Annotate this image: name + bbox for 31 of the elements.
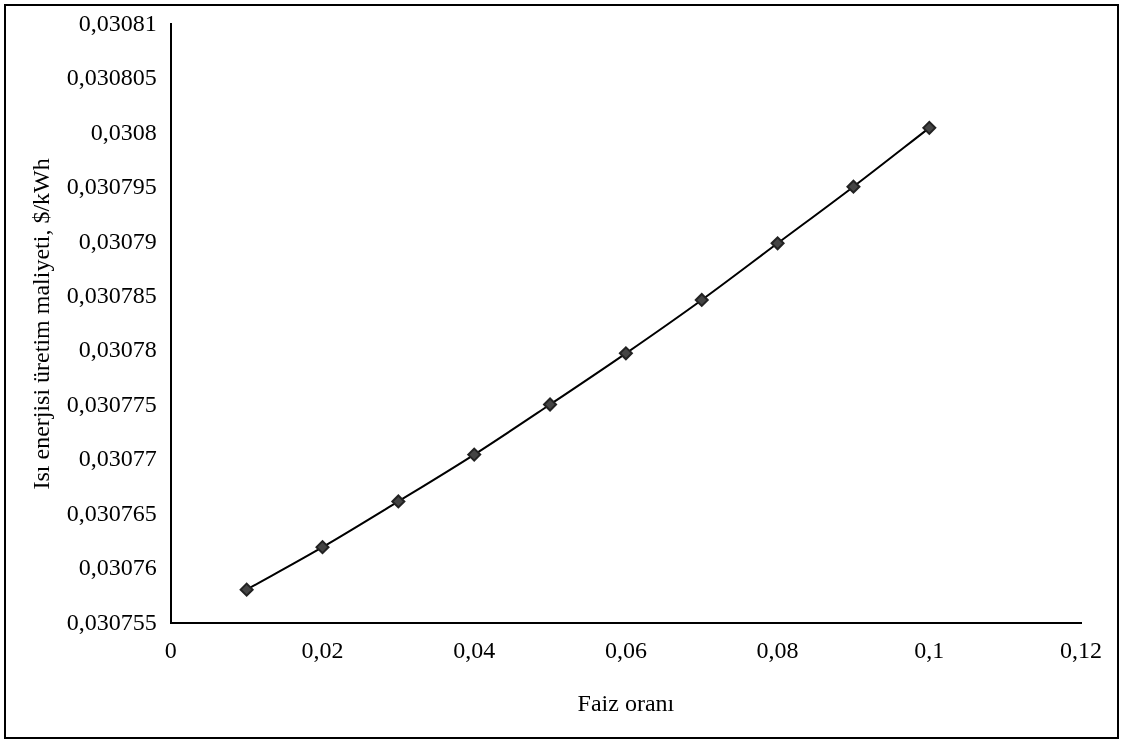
point	[618, 346, 633, 361]
point	[846, 179, 861, 194]
x-tick-label: 0,08	[756, 637, 799, 664]
point	[694, 292, 709, 307]
y-tick-label: 0,030785	[66, 281, 157, 308]
x-tick-label: 0,04	[453, 637, 496, 664]
y-tick-label: 0,03076	[78, 554, 157, 581]
x-tick-label: 0,02	[301, 637, 344, 664]
y-axis-title: Isı enerjisi üretim maliyeti, $/kWh	[27, 158, 54, 490]
x-tick-label: 0,1	[914, 637, 945, 664]
point	[239, 582, 254, 597]
point	[467, 447, 482, 462]
x-tick-label: 0,12	[1060, 637, 1102, 664]
x-tick-label: 0,06	[604, 637, 647, 664]
y-tick-label: 0,0308	[90, 118, 157, 145]
x-tick-label: 0	[164, 637, 177, 664]
y-tick-label: 0,03079	[78, 227, 157, 254]
y-tick-label: 0,030795	[66, 173, 157, 200]
point	[770, 236, 785, 251]
point	[315, 540, 330, 555]
point	[922, 120, 937, 135]
point	[543, 397, 558, 412]
y-tick-label: 0,03078	[78, 336, 157, 363]
y-tick-label: 0,030775	[66, 390, 157, 417]
x-axis-title: Faiz oranı	[577, 689, 675, 716]
y-tick-label: 0,03081	[78, 9, 157, 36]
y-tick-label: 0,030755	[66, 608, 157, 635]
y-tick-label: 0,03077	[78, 445, 157, 472]
y-tick-label: 0,030805	[66, 64, 157, 91]
point	[391, 494, 406, 509]
y-tick-label: 0,030765	[66, 499, 157, 526]
